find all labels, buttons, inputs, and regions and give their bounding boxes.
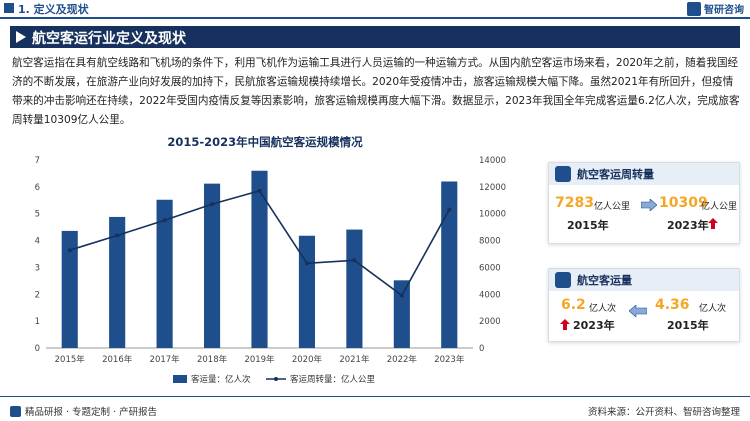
bar (441, 181, 458, 348)
bar (251, 170, 268, 348)
right-tick-label: 2000 (479, 317, 501, 327)
line-point (399, 293, 404, 298)
right-tick-label: 10000 (479, 210, 506, 220)
turnover-up-arrow-icon (708, 218, 718, 229)
x-tick-label: 2019年 (244, 354, 275, 365)
line-point (352, 258, 357, 263)
x-tick-label: 2015年 (55, 354, 86, 365)
title-band: 航空客运行业定义及现状 (10, 26, 740, 48)
chart-title: 2015-2023年中国航空客运规模情况 (167, 135, 363, 149)
turnover-card-header: 航空客运周转量 (549, 163, 739, 185)
left-tick-label: 1 (35, 317, 40, 327)
left-tick-label: 2 (35, 290, 40, 300)
footer-logo-icon (10, 405, 21, 417)
turnover-from-value: 7283 (555, 195, 594, 211)
bar (346, 229, 363, 348)
brand-name: 智研咨询 (704, 5, 744, 16)
volume-card-label: 航空客运量 (577, 274, 632, 287)
bar (109, 216, 126, 348)
line-point (162, 218, 167, 223)
top-bar: 1. 定义及现状 智研咨询 (0, 0, 750, 18)
line-point (67, 248, 72, 253)
left-tick-label: 5 (35, 210, 40, 220)
x-tick-label: 2018年 (197, 354, 228, 365)
right-tick-label: 8000 (479, 237, 501, 247)
volume-up-arrow-icon (560, 319, 570, 330)
volume-card-header: 航空客运量 (549, 269, 739, 291)
turnover-card-label: 航空客运周转量 (577, 168, 654, 181)
section-title: 1. 定义及现状 (18, 3, 89, 16)
footer-left: 精品研报 · 专题定制 · 产研报告 (10, 404, 157, 418)
right-tick-label: 12000 (479, 183, 506, 193)
volume-left-unit: 亿人次 (589, 304, 617, 314)
x-tick-label: 2022年 (387, 354, 418, 365)
right-tick-label: 14000 (479, 156, 506, 166)
legend-label-line: 客运周转量：亿人公里 (290, 374, 376, 385)
title-arrow-icon (16, 31, 26, 43)
left-tick-label: 4 (35, 237, 40, 247)
legend-swatch-bar (173, 375, 187, 383)
right-tick-label: 0 (479, 344, 484, 354)
volume-right-unit: 亿人次 (699, 304, 727, 314)
turnover-to-year: 2023年 (667, 219, 709, 232)
volume-arrow-left-icon (629, 305, 647, 317)
volume-left-value: 6.2 (561, 297, 586, 313)
turnover-from-unit: 亿人公里 (594, 202, 631, 212)
footer-tagline: 精品研报 · 专题定制 · 产研报告 (25, 407, 158, 418)
bar (298, 235, 316, 348)
page-title: 航空客运行业定义及现状 (32, 31, 186, 47)
brand-logo: 智研咨询 (687, 1, 744, 16)
top-divider (0, 17, 750, 19)
volume-right-value: 4.36 (655, 297, 690, 313)
volume-right-year: 2015年 (667, 319, 709, 332)
x-tick-label: 2023年 (434, 354, 465, 365)
legend-label-bar: 客运量：亿人次 (191, 374, 251, 385)
line-point (447, 207, 452, 212)
volume-card: 航空客运量 6.2 亿人次 2023年 4.36 亿人次 2015年 (548, 268, 740, 342)
bar (156, 199, 173, 348)
right-tick-label: 4000 (479, 290, 501, 300)
left-tick-label: 7 (35, 156, 40, 166)
turnover-arrow-right-icon (641, 199, 657, 211)
plane-icon (555, 166, 571, 182)
bar (61, 230, 78, 348)
passenger-icon (555, 272, 571, 288)
turnover-to-unit: 亿人公里 (701, 202, 738, 212)
line-point (210, 202, 215, 207)
left-tick-label: 0 (35, 344, 40, 354)
x-tick-label: 2021年 (339, 354, 370, 365)
footer-source: 资料来源：公开资料、智研咨询整理 (587, 407, 740, 418)
line-point (115, 233, 120, 238)
body-paragraph: 航空客运指在具有航空线路和飞机场的条件下，利用飞机作为运输工具进行人员运输的一种… (12, 57, 740, 126)
bar (393, 280, 410, 348)
chart: 0 1 2 3 4 5 6 7 0 2000 4000 6000 8000 10000 12000 14000… (35, 156, 506, 385)
left-tick-label: 3 (35, 263, 40, 273)
left-tick-label: 6 (35, 183, 40, 193)
line-point (257, 188, 262, 193)
turnover-card: 航空客运周转量 7283 亿人公里 2015年 10309 亿人公里 2023年 (548, 162, 740, 244)
volume-left-year: 2023年 (573, 319, 615, 332)
section-marker-icon (4, 3, 14, 13)
x-tick-label: 2020年 (292, 354, 323, 365)
line-point (304, 261, 309, 266)
bar (203, 183, 221, 348)
bottom-divider (0, 396, 750, 397)
legend-swatch-point (274, 377, 278, 381)
right-tick-label: 6000 (479, 263, 501, 273)
turnover-from-year: 2015年 (567, 219, 609, 232)
x-tick-label: 2016年 (102, 354, 133, 365)
turnover-to-value: 10309 (659, 195, 708, 211)
brand-logo-icon (687, 1, 701, 16)
x-tick-label: 2017年 (150, 354, 181, 365)
